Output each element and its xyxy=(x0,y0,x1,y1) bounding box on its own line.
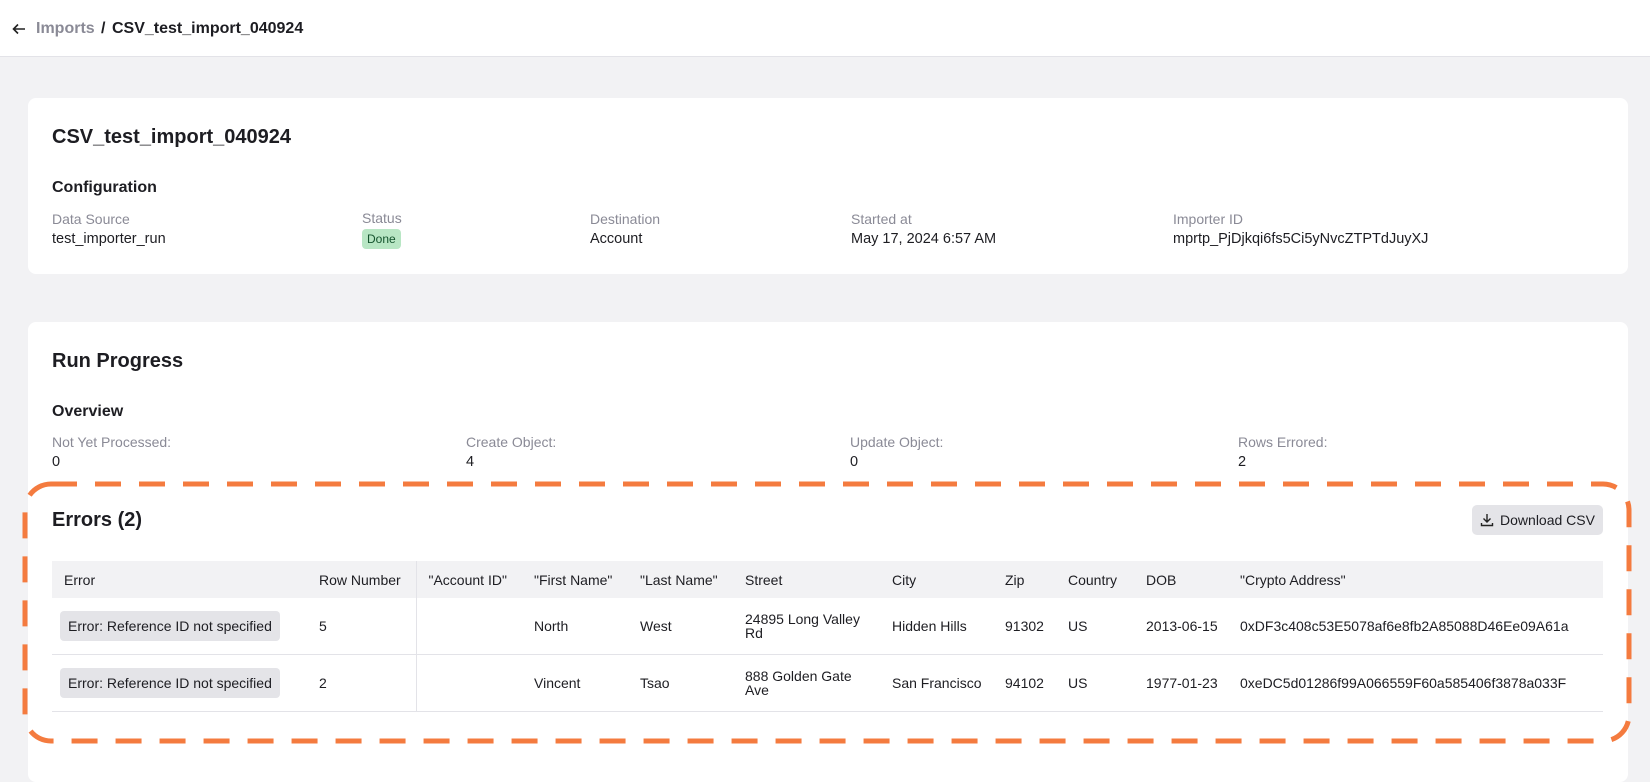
download-csv-button[interactable]: Download CSV xyxy=(1472,505,1603,535)
table-cell: 94102 xyxy=(993,654,1056,712)
field-label: Status xyxy=(362,210,402,226)
back-arrow[interactable] xyxy=(11,21,27,37)
error-pill: Error: Reference ID not specified xyxy=(60,611,280,641)
table-cell: 2 xyxy=(307,654,417,712)
stat-label: Rows Errored: xyxy=(1238,434,1328,450)
table-cell: North xyxy=(522,598,628,655)
table-cell: 5 xyxy=(307,598,417,655)
breadcrumb-parent[interactable]: Imports xyxy=(36,20,95,37)
column-header: "First Name" xyxy=(522,561,628,598)
config-section: Configuration xyxy=(52,179,157,196)
download-icon xyxy=(1480,514,1494,527)
field-label: Data Source xyxy=(52,211,130,227)
table-cell: 2013-06-15 xyxy=(1134,598,1228,655)
table-row: Error: Reference ID not specified 2 Vincen… xyxy=(52,654,1603,712)
errors-title: Errors (2) xyxy=(52,509,143,531)
table-body: Error: Reference ID not specified 5 North W… xyxy=(52,598,1603,712)
table-cell: Error: Reference ID not specified xyxy=(52,598,307,655)
table-cell: Vincent xyxy=(522,654,628,712)
column-header: Error xyxy=(52,561,307,598)
stat-value: 2 xyxy=(1238,454,1247,470)
field-value: Account xyxy=(590,231,643,247)
table-cell: 1977-01-23 xyxy=(1134,654,1228,712)
table-cell: US xyxy=(1056,598,1134,655)
stat-value: 0 xyxy=(850,454,859,470)
table-cell xyxy=(416,598,522,655)
config-title: CSV_test_import_040924 xyxy=(52,126,292,148)
column-header: City xyxy=(880,561,993,598)
column-header: "Account ID" xyxy=(416,561,522,598)
table-cell: Error: Reference ID not specified xyxy=(52,654,307,712)
column-header: Zip xyxy=(993,561,1056,598)
table-cell: Tsao xyxy=(628,654,733,712)
top-bar: Imports / CSV_test_import_040924 xyxy=(0,0,1650,57)
breadcrumb-separator: / xyxy=(101,20,106,37)
breadcrumb-current: CSV_test_import_040924 xyxy=(112,20,304,37)
table-cell: Hidden Hills xyxy=(880,598,993,655)
overview-heading: Overview xyxy=(52,403,124,420)
table-cell: West xyxy=(628,598,733,655)
stat-value: 0 xyxy=(52,454,61,470)
table-cell xyxy=(416,654,522,712)
stat-label: Create Object: xyxy=(466,434,557,450)
config-card xyxy=(28,98,1628,274)
field-value: May 17, 2024 6:57 AM xyxy=(851,231,997,247)
field-label: Started at xyxy=(851,211,912,227)
header-row: Error Row Number "Account ID" "First Name" "… xyxy=(52,561,1603,598)
error-pill: Error: Reference ID not specified xyxy=(60,668,280,698)
column-header: "Crypto Address" xyxy=(1228,561,1603,598)
highlight-outline xyxy=(22,481,1632,744)
column-header: "Last Name" xyxy=(628,561,733,598)
table-cell: 24895 Long Valley Rd xyxy=(733,598,880,655)
table-cell: US xyxy=(1056,654,1134,712)
run-progress-title: Run Progress xyxy=(52,350,184,372)
table-cell: 888 Golden Gate Ave xyxy=(733,654,880,712)
stat-value: 4 xyxy=(466,454,475,470)
stat-label: Update Object: xyxy=(850,434,944,450)
errors-table: Error Row Number "Account ID" "First Name" "… xyxy=(52,561,1603,712)
field-label: Destination xyxy=(590,211,661,227)
column-header: DOB xyxy=(1134,561,1228,598)
status-badge: Done xyxy=(362,229,401,249)
field-value: test_importer_run xyxy=(52,231,166,247)
table-cell: 0xeDC5d01286f99A066559F60a585406f3878a03… xyxy=(1228,654,1603,712)
field-value: mprtp_PjDjkqi6fs5Ci5yNvcZTPTdJuyXJ xyxy=(1173,231,1429,247)
table-cell: 91302 xyxy=(993,598,1056,655)
column-header: Row Number xyxy=(307,561,417,598)
table-cell: 0xDF3c408c53E5078af6e8fb2A85088D46Ee09A6… xyxy=(1228,598,1603,655)
table-row: Error: Reference ID not specified 5 North W… xyxy=(52,598,1603,655)
table-cell: San Francisco xyxy=(880,654,993,712)
column-header: Country xyxy=(1056,561,1134,598)
stat-label: Not Yet Processed: xyxy=(52,434,172,450)
column-header: Street xyxy=(733,561,880,598)
field-label: Importer ID xyxy=(1173,211,1244,227)
download-csv-label: Download CSV xyxy=(1500,512,1595,528)
